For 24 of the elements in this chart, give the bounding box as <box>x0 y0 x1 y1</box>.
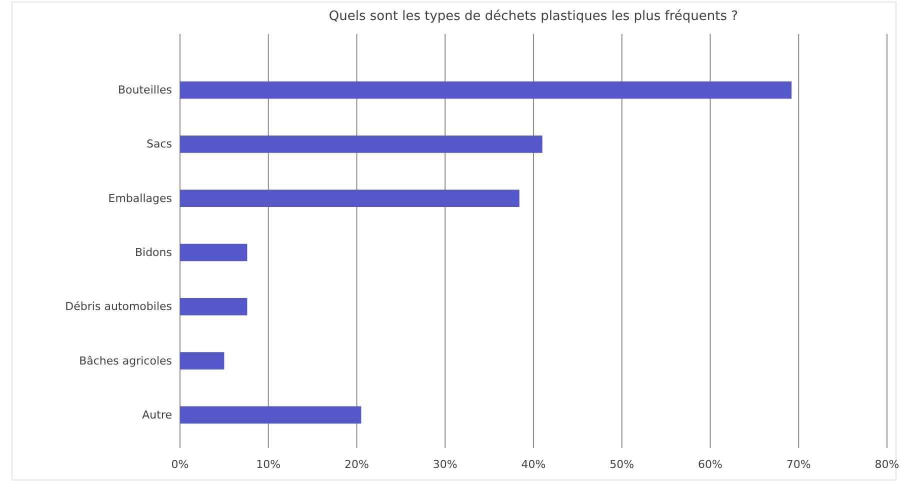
x-tick-label: 10% <box>256 458 281 471</box>
y-tick-label: Autre <box>142 408 172 422</box>
y-tick-label: Bâches agricoles <box>79 354 172 368</box>
y-tick-label: Débris automobiles <box>65 300 172 314</box>
bar <box>180 352 224 370</box>
x-tick-label: 30% <box>432 458 458 471</box>
x-tick-label: 50% <box>610 458 634 471</box>
chart-title: Quels sont les types de déchets plastiques les plus fréquents ? <box>328 9 738 24</box>
bar <box>180 406 362 424</box>
x-tick-label: 70% <box>786 458 811 471</box>
x-tick-label: 60% <box>698 458 722 471</box>
y-tick-label: Emballages <box>108 192 172 205</box>
y-tick-label: Bidons <box>134 246 172 260</box>
bar <box>180 244 248 262</box>
bar <box>180 81 792 99</box>
y-tick-label: Sacs <box>146 138 172 151</box>
y-tick-label: Bouteilles <box>118 84 172 97</box>
x-tick-label: 40% <box>521 458 546 471</box>
bar <box>180 298 248 316</box>
bar <box>180 190 520 208</box>
x-tick-label: 20% <box>344 458 369 471</box>
x-tick-label: 0% <box>171 458 189 471</box>
x-tick-label: 80% <box>874 458 900 471</box>
bar <box>180 136 542 153</box>
